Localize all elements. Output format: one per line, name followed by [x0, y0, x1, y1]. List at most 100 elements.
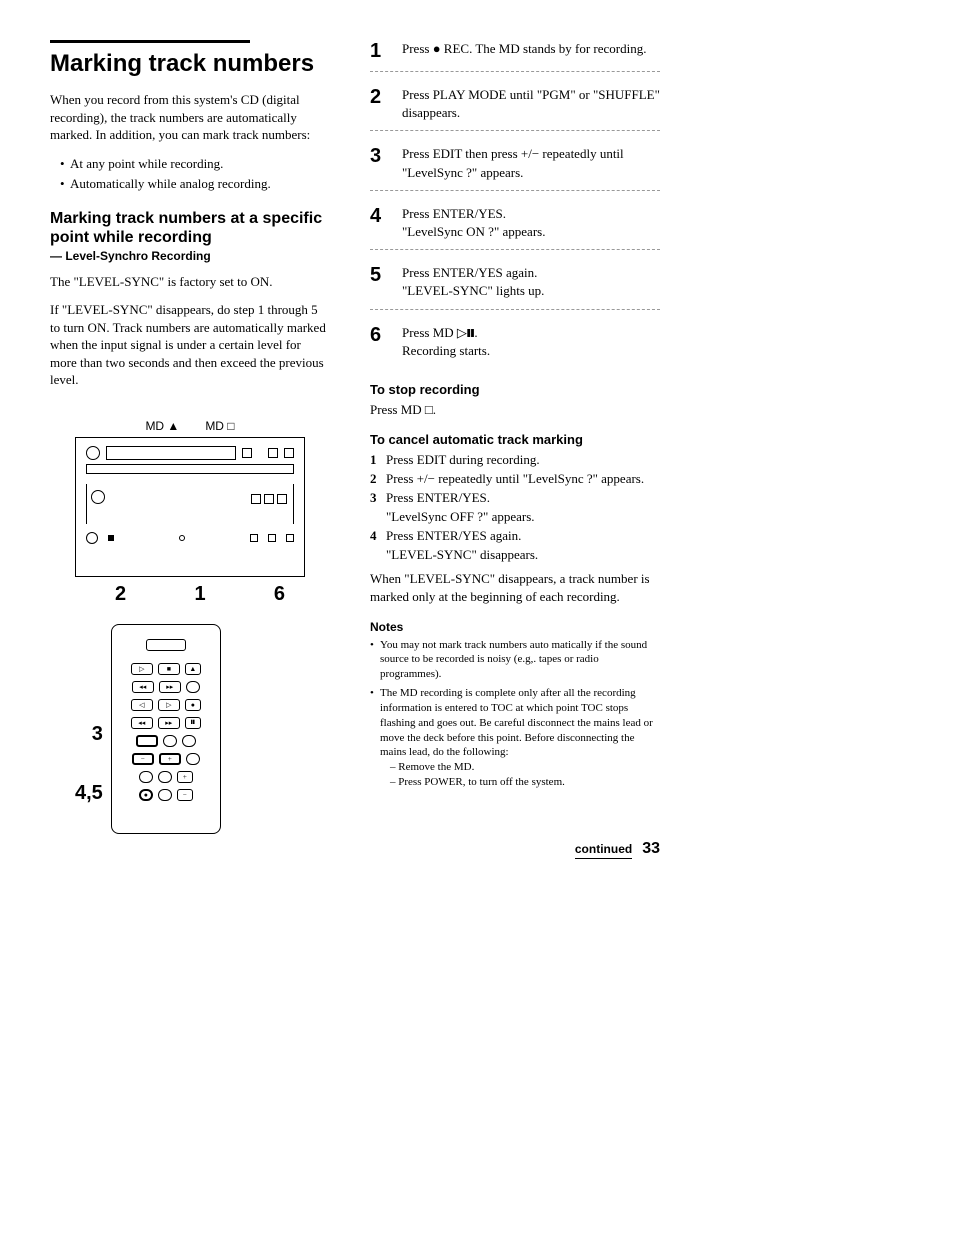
remote-btn-plus-icon: +: [159, 753, 181, 765]
mini-btn-icon: [268, 534, 276, 542]
step-text: Press ENTER/YES."LevelSync ON ?" appears…: [402, 205, 545, 241]
remote-btn-icon: [182, 735, 196, 747]
bullet-item: Automatically while analog recording.: [60, 174, 330, 194]
small-button-icon: [284, 448, 294, 458]
step-item: 1 Press ● REC. The MD stands by for reco…: [370, 40, 660, 72]
remote-callouts: 3 4,5: [75, 653, 103, 805]
deck-mid: [86, 484, 294, 524]
continued-footer: continued 33: [370, 840, 660, 859]
remote-btn-icon: [139, 771, 153, 783]
md-stop-label: MD □: [205, 419, 234, 433]
cancel-step-num: 4: [370, 527, 380, 565]
step-num: 5: [370, 264, 388, 300]
cancel-step-num: 2: [370, 470, 380, 489]
sub-title: Marking track numbers at a specific poin…: [50, 209, 330, 247]
btn-icon: [264, 494, 274, 504]
remote-btn-icon: 𝅛𝅛: [185, 717, 201, 729]
cancel-after-text: When "LEVEL-SYNC" disappears, a track nu…: [370, 570, 660, 605]
step-num: 6: [370, 324, 388, 360]
note-sub: – Press POWER, to turn off the system.: [380, 775, 660, 790]
remote-diagram: ▷■▲ ◂◂▸▸ ◁▷● ◂◂▸▸𝅛𝅛 −+ + ●−: [111, 624, 221, 834]
remote-btn-icon: ◂◂: [132, 681, 154, 693]
remote-btn-icon: [158, 789, 172, 801]
step-num: 2: [370, 86, 388, 122]
remote-btn-icon: [186, 753, 200, 765]
step-num: 3: [370, 145, 388, 181]
ir-window-icon: [146, 639, 186, 651]
step-item: 5 Press ENTER/YES again."LEVEL-SYNC" lig…: [370, 264, 660, 309]
cancel-step-text: Press ENTER/YES."LevelSync OFF ?" appear…: [386, 489, 660, 527]
main-title: Marking track numbers: [50, 51, 330, 77]
remote-btn-edit-icon: [136, 735, 158, 747]
cancel-step-num: 3: [370, 489, 380, 527]
small-dot-icon: [179, 535, 185, 541]
deck-footer: [86, 532, 294, 544]
intro-paragraph: When you record from this system's CD (d…: [50, 91, 330, 144]
remote-btn-icon: ▷: [131, 663, 153, 675]
bullet-item: At any point while recording.: [60, 154, 330, 174]
remote-btn-icon: −: [177, 789, 193, 801]
remote-btn-icon: ▲: [185, 663, 201, 675]
cancel-step-text: Press +/− repeatedly until "LevelSync ?"…: [386, 470, 660, 489]
callout-3: 3: [92, 723, 103, 746]
step-num: 1: [370, 40, 388, 63]
para-explain: If "LEVEL-SYNC" disappears, do step 1 th…: [50, 301, 330, 389]
md-eject-label: MD ▲: [145, 419, 179, 433]
diagram-top-labels: MD ▲ MD □: [50, 419, 330, 433]
page: Marking track numbers When you record fr…: [50, 40, 904, 859]
callout-45: 4,5: [75, 782, 103, 805]
step-item: 4 Press ENTER/YES."LevelSync ON ?" appea…: [370, 205, 660, 250]
intro-bullets: At any point while recording. Automatica…: [50, 154, 330, 193]
remote-btn-icon: ◂◂: [131, 717, 153, 729]
remote-btn-icon: ◁: [131, 699, 153, 711]
remote-btn-minus-icon: −: [132, 753, 154, 765]
cancel-step-text: Press ENTER/YES again."LEVEL-SYNC" disap…: [386, 527, 660, 565]
sub-subtitle: — Level-Synchro Recording: [50, 249, 330, 263]
remote-btn-icon: +: [177, 771, 193, 783]
step-item: 3 Press EDIT then press +/− repeatedly u…: [370, 145, 660, 190]
remote-wrap: 3 4,5 ▷■▲ ◂◂▸▸ ◁▷● ◂◂▸▸𝅛𝅛 −+ + ●−: [75, 624, 305, 834]
right-column: 1 Press ● REC. The MD stands by for reco…: [370, 40, 660, 859]
cancel-step-num: 1: [370, 451, 380, 470]
button-cluster: [251, 494, 287, 504]
deck-top-row: [86, 446, 294, 460]
cancel-step-text: Press EDIT during recording.: [386, 451, 660, 470]
cancel-step: 4Press ENTER/YES again."LEVEL-SYNC" disa…: [370, 527, 660, 565]
remote-btn-icon: ●: [185, 699, 201, 711]
remote-btn-icon: [163, 735, 177, 747]
callout-6: 6: [274, 583, 285, 606]
step-item: 2 Press PLAY MODE until "PGM" or "SHUFFL…: [370, 86, 660, 131]
callout-1: 1: [194, 583, 205, 606]
power-knob-icon: [86, 446, 100, 460]
step-text: Press PLAY MODE until "PGM" or "SHUFFLE"…: [402, 86, 660, 122]
step-text: Press ● REC. The MD stands by for record…: [402, 40, 646, 63]
remote-btn-enter-icon: ●: [139, 789, 153, 801]
step-num: 4: [370, 205, 388, 241]
disc-tray-icon: [86, 464, 294, 474]
dot-icon: [108, 535, 114, 541]
small-button-icon: [268, 448, 278, 458]
cancel-step: 2 Press +/− repeatedly until "LevelSync ?…: [370, 470, 660, 489]
notes-title: Notes: [370, 620, 660, 634]
para-factory: The "LEVEL-SYNC" is factory set to ON.: [50, 273, 330, 291]
step-item: 6 Press MD ▷𝅛𝅛.Recording starts.: [370, 324, 660, 368]
note-item: You may not mark track numbers auto mati…: [370, 638, 660, 683]
left-column: Marking track numbers When you record fr…: [50, 40, 330, 859]
remote-btn-icon: ▷: [158, 699, 180, 711]
notes-list: You may not mark track numbers auto mati…: [370, 638, 660, 790]
cancel-steps: 1 Press EDIT during recording. 2 Press +/−…: [370, 451, 660, 564]
mini-btn-icon: [286, 534, 294, 542]
mini-btn-icon: [250, 534, 258, 542]
cancel-step: 1 Press EDIT during recording.: [370, 451, 660, 470]
btn-icon: [277, 494, 287, 504]
step-text: Press ENTER/YES again."LEVEL-SYNC" light…: [402, 264, 544, 300]
remote-btn-icon: [186, 681, 200, 693]
remote-btn-icon: ▸▸: [159, 681, 181, 693]
note-text: The MD recording is complete only after …: [380, 687, 653, 758]
step-text: Press MD ▷𝅛𝅛.Recording starts.: [402, 324, 490, 360]
stop-recording-title: To stop recording: [370, 382, 660, 397]
remote-btn-icon: ■: [158, 663, 180, 675]
eject-button-icon: [242, 448, 252, 458]
cancel-title: To cancel automatic track marking: [370, 432, 660, 447]
continued-label: continued: [575, 842, 632, 859]
